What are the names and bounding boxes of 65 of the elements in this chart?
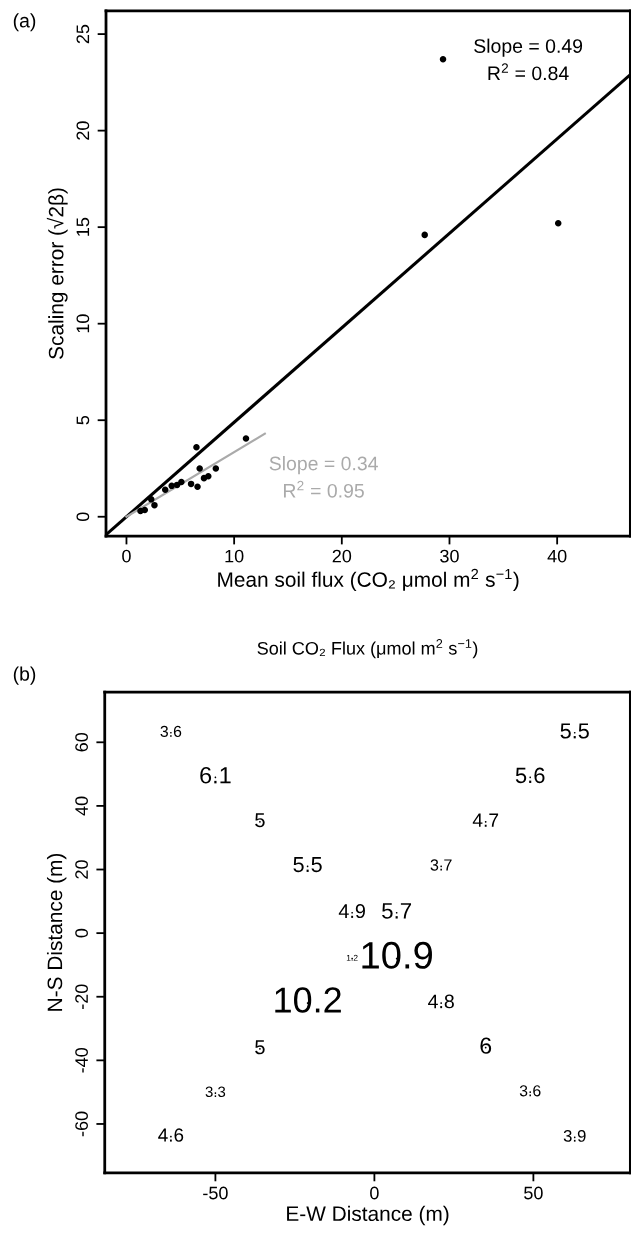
y-tick-label: 0: [75, 928, 88, 938]
y-tick-label: 0: [76, 512, 90, 522]
annotation: Slope = 0.49 R$^{2}$ = 0.84: [474, 38, 583, 81]
y-tick-label: 15: [76, 217, 90, 236]
x-tick-label: 40: [547, 549, 567, 563]
text: (a): [13, 13, 36, 32]
point: [161, 486, 169, 493]
x-tick-label: 0: [370, 1186, 379, 1200]
annotation: 5: [255, 1040, 265, 1055]
annotation: 6.1: [200, 766, 231, 784]
annotation: 3.6: [519, 1085, 541, 1097]
y-tick-label: 10: [76, 314, 90, 333]
annotation: 4.7: [472, 813, 499, 827]
point: [439, 55, 447, 63]
y-axis-title: N-S Distance (m): [46, 853, 67, 1011]
point: [141, 506, 149, 514]
annotation: 5.7: [382, 903, 412, 919]
point: [194, 483, 201, 491]
annotation: 10.9: [362, 941, 432, 969]
point: [168, 482, 175, 490]
y-axis-title: Scaling error (√2β): [46, 188, 68, 359]
point: [147, 496, 155, 503]
x-tick-label: 50: [524, 1186, 543, 1200]
x-tick-label: 0: [122, 549, 131, 563]
chart-title: Soil CO₂ Flux (μmol m$^{2}$ s$^{−1}$): [257, 639, 478, 659]
text: (b): [13, 666, 36, 685]
annotation: Slope = 0.34 R$^{2}$ = 0.95: [269, 456, 378, 498]
annotation: 3.9: [563, 1129, 586, 1142]
point: [212, 465, 220, 472]
annotation: 10.2: [275, 987, 341, 1013]
point: [151, 501, 158, 509]
annotation: 4.8: [428, 994, 454, 1009]
y-tick-label: -40: [75, 1048, 88, 1073]
y-tick-label: 25: [76, 24, 90, 44]
annotation: 4.9: [338, 904, 365, 919]
point: [200, 474, 208, 482]
y-tick-label: 20: [75, 860, 88, 879]
point: [193, 443, 200, 451]
point: [196, 465, 203, 472]
point: [187, 480, 195, 488]
y-tick-label: 5: [76, 415, 90, 425]
y-tick-label: 20: [76, 121, 90, 140]
point: [421, 231, 428, 239]
x-tick-label: -50: [203, 1186, 228, 1200]
x-axis-title: E-W Distance (m): [287, 1205, 449, 1226]
y-tick-label: 40: [75, 796, 88, 816]
x-tick-label: 30: [440, 549, 459, 563]
x-tick-label: 20: [332, 549, 352, 563]
x-tick-label: 10: [225, 549, 244, 563]
annotation: 6: [480, 1037, 492, 1054]
annotation: 4.6: [158, 1128, 184, 1142]
annotation: 3.7: [430, 859, 452, 871]
annotation: 1.2: [346, 954, 358, 961]
y-tick-label: -20: [75, 984, 88, 1009]
annotation: 5.6: [515, 767, 545, 784]
annotation: 5.5: [293, 857, 322, 873]
y-tick-label: 60: [75, 732, 88, 752]
point: [554, 220, 562, 227]
annotation: 5.5: [560, 723, 589, 739]
annotation: 3.6: [160, 725, 182, 738]
annotation: 5: [255, 813, 265, 828]
annotation: 3.3: [205, 1086, 226, 1098]
y-tick-label: -60: [75, 1111, 88, 1137]
point: [242, 435, 250, 442]
x-axis-title: Mean soil flux (CO₂ μmol m$^{2}$ s$^{−1}$): [218, 568, 519, 592]
